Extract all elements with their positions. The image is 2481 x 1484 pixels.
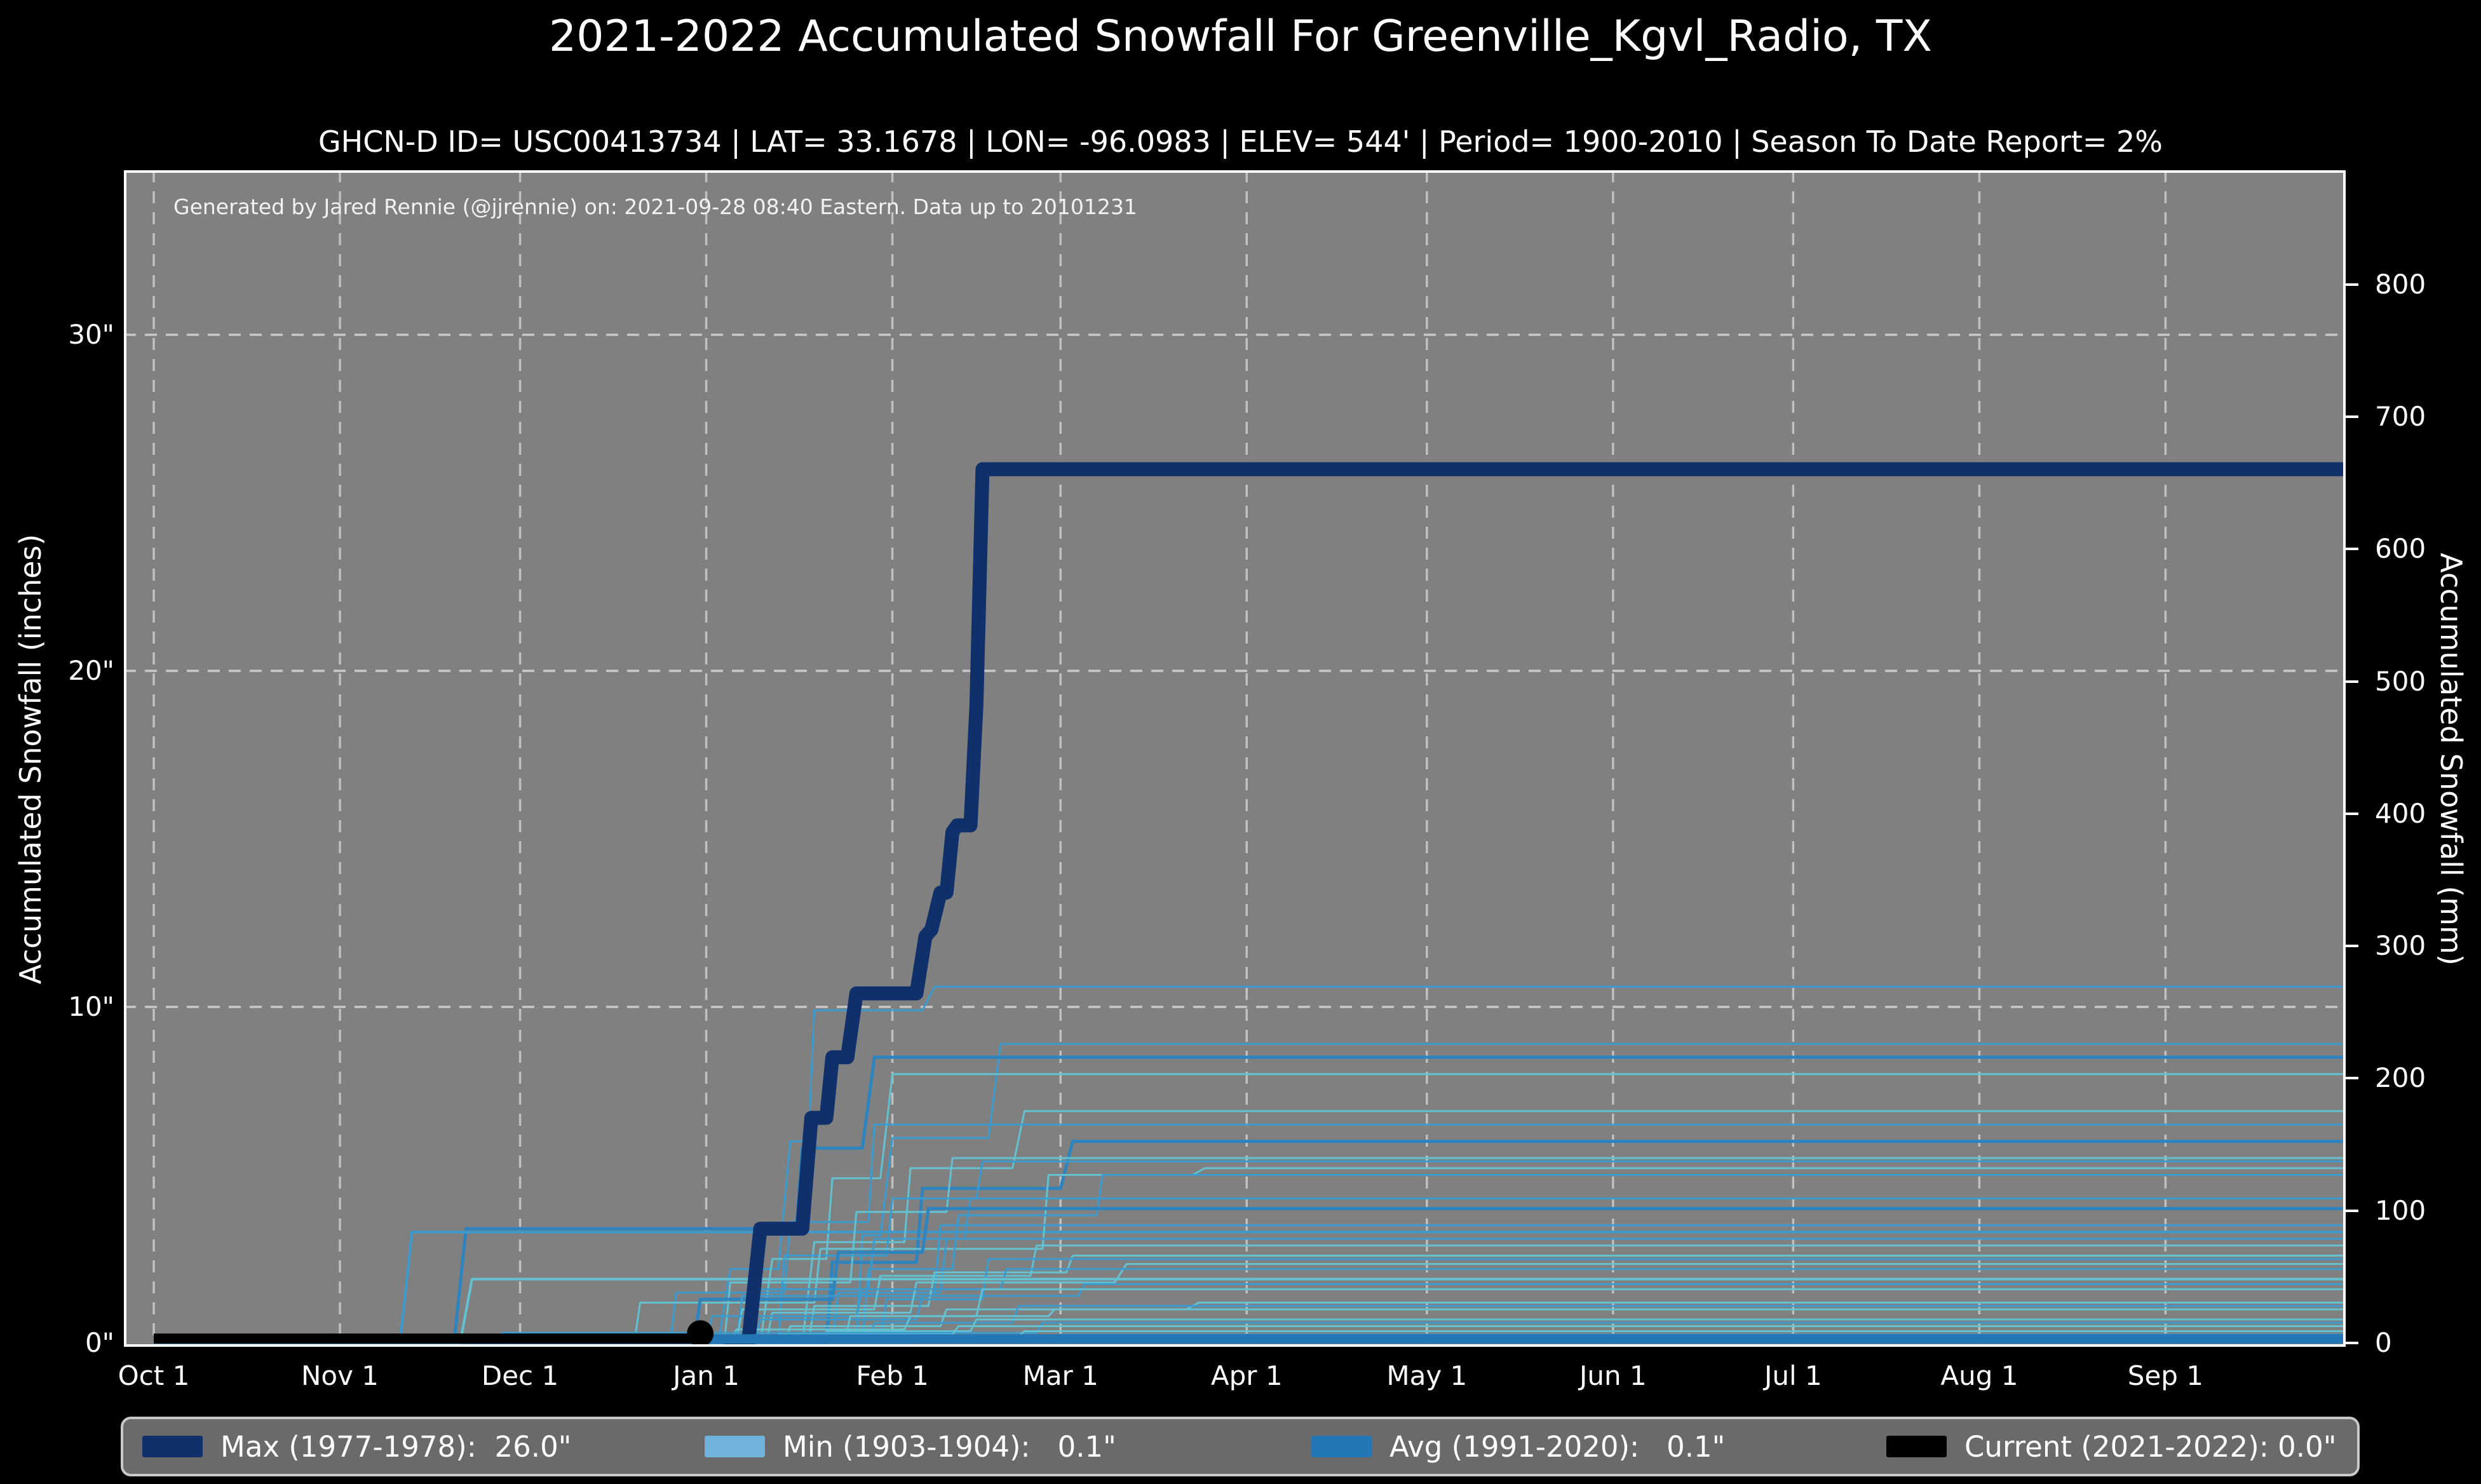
legend-swatch-max <box>142 1436 203 1457</box>
chart-title: 2021-2022 Accumulated Snowfall For Green… <box>549 11 1932 62</box>
legend-swatch-min <box>705 1436 765 1457</box>
right-tick-mark <box>2346 680 2358 683</box>
x-tick-label: Aug 1 <box>1940 1360 2018 1391</box>
left-axis-title: Accumulated Snowfall (inches) <box>13 534 48 985</box>
plot-border <box>124 170 2346 1347</box>
historical-season-line <box>154 1042 2346 1344</box>
right-tick-mark <box>2346 945 2358 948</box>
right-tick-mark <box>2346 283 2358 286</box>
right-tick-label: 200 <box>2375 1062 2426 1094</box>
legend-label-max: Max (1977-1978): 26.0" <box>220 1429 572 1464</box>
historical-season-line <box>154 1160 2346 1344</box>
historical-season-line <box>154 985 2346 1344</box>
x-tick-label: May 1 <box>1386 1360 1468 1391</box>
right-tick-mark <box>2346 415 2358 419</box>
legend-item-avg: Avg (1991-2020): 0.1" <box>1311 1419 1725 1474</box>
max-season-line <box>724 462 2346 1347</box>
current-season-end-dot <box>687 1320 714 1347</box>
legend-label-min: Min (1903-1904): 0.1" <box>783 1429 1116 1464</box>
legend-item-current: Current (2021-2022): 0.0" <box>1886 1419 2336 1474</box>
historical-season-line <box>154 1167 2346 1344</box>
x-tick-label: Feb 1 <box>856 1360 929 1391</box>
right-tick-label: 100 <box>2375 1194 2426 1226</box>
legend-label-current: Current (2021-2022): 0.0" <box>1964 1429 2337 1464</box>
x-tick-label: Sep 1 <box>2127 1360 2204 1391</box>
right-tick-label: 600 <box>2375 533 2426 565</box>
x-tick-label: Jul 1 <box>1764 1360 1822 1391</box>
chart-canvas <box>124 170 2346 1347</box>
left-tick-label: 20" <box>68 655 114 686</box>
plot-background <box>124 170 2346 1347</box>
x-tick-label: Nov 1 <box>301 1360 379 1391</box>
legend-item-min: Min (1903-1904): 0.1" <box>705 1419 1116 1474</box>
left-tick-label: 10" <box>68 991 114 1022</box>
right-tick-mark <box>2346 548 2358 551</box>
right-tick-label: 500 <box>2375 665 2426 697</box>
legend: Max (1977-1978): 26.0" Min (1903-1904): 0… <box>121 1417 2360 1476</box>
x-tick-label: Mar 1 <box>1022 1360 1099 1391</box>
right-tick-label: 700 <box>2375 401 2426 433</box>
right-tick-mark <box>2346 812 2358 815</box>
right-tick-label: 400 <box>2375 797 2426 829</box>
right-tick-label: 800 <box>2375 268 2426 300</box>
left-tick-label: 30" <box>68 319 114 350</box>
x-tick-label: Oct 1 <box>118 1360 190 1391</box>
chart-subtitle: GHCN-D ID= USC00413734 | LAT= 33.1678 | … <box>318 125 2163 159</box>
legend-swatch-current <box>1886 1436 1947 1457</box>
legend-swatch-avg <box>1311 1436 1372 1457</box>
right-tick-label: 0 <box>2375 1327 2392 1358</box>
right-tick-mark <box>2346 1077 2358 1080</box>
right-tick-mark <box>2346 1342 2358 1344</box>
right-axis-title: Accumulated Snowfall (mm) <box>2434 553 2468 966</box>
generated-by-note: Generated by Jared Rennie (@jjrennie) on… <box>173 194 1137 219</box>
right-tick-label: 300 <box>2375 930 2426 962</box>
legend-label-avg: Avg (1991-2020): 0.1" <box>1389 1429 1726 1464</box>
x-tick-label: Apr 1 <box>1210 1360 1283 1391</box>
x-tick-label: Jan 1 <box>673 1360 740 1391</box>
plot-area: Generated by Jared Rennie (@jjrennie) on… <box>124 170 2346 1347</box>
x-tick-label: Dec 1 <box>481 1360 559 1391</box>
legend-item-max: Max (1977-1978): 26.0" <box>142 1419 571 1474</box>
x-tick-label: Jun 1 <box>1579 1360 1647 1391</box>
right-tick-mark <box>2346 1209 2358 1212</box>
left-tick-label: 0" <box>85 1327 114 1358</box>
